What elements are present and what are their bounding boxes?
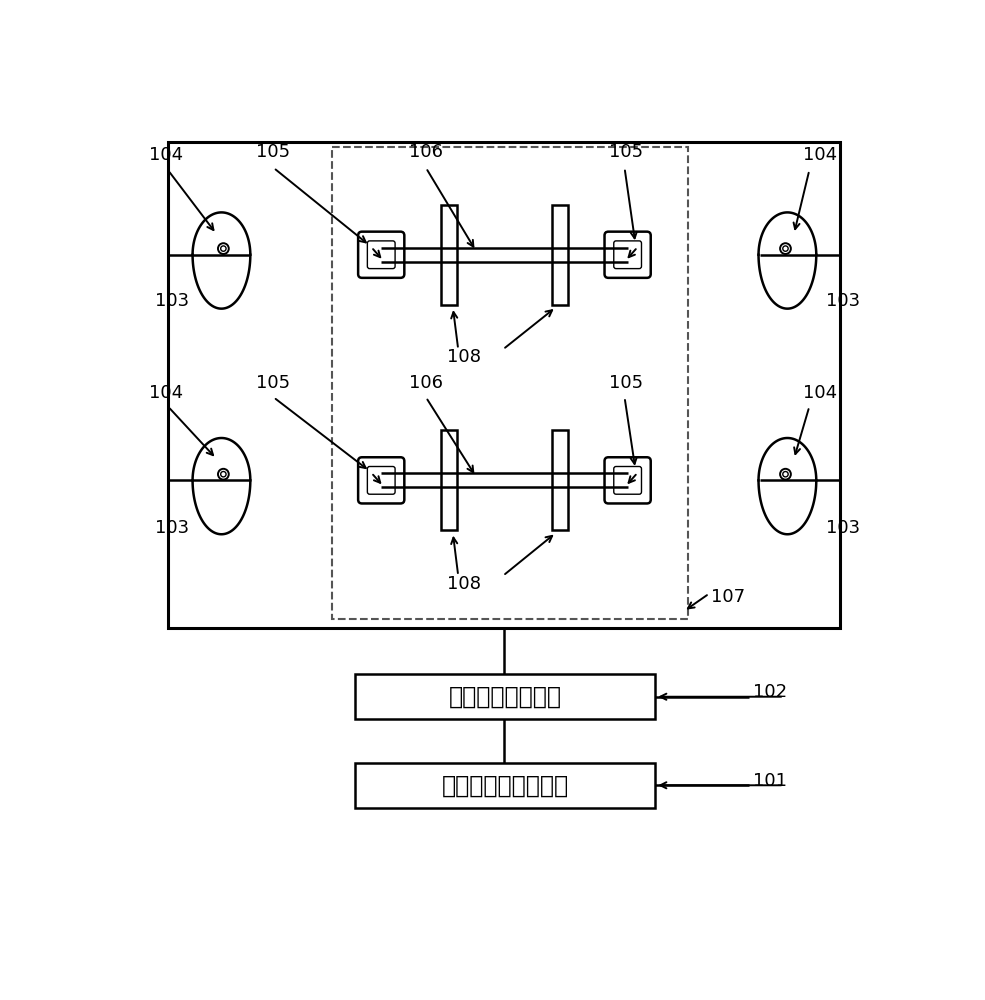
Text: 102: 102 (754, 683, 787, 701)
Text: 麦克风前置放大器: 麦克风前置放大器 (449, 685, 561, 709)
Text: 105: 105 (256, 374, 291, 392)
Text: 105: 105 (609, 143, 643, 161)
Bar (553, 430, 567, 530)
Text: 103: 103 (826, 519, 861, 537)
Text: 103: 103 (826, 292, 861, 310)
Text: 104: 104 (803, 384, 837, 402)
Bar (332, 147, 688, 619)
FancyBboxPatch shape (605, 232, 651, 278)
FancyBboxPatch shape (614, 466, 641, 494)
Text: 轴承声学诊断工作站: 轴承声学诊断工作站 (441, 773, 568, 797)
Text: 104: 104 (149, 146, 183, 164)
FancyBboxPatch shape (367, 466, 395, 494)
Bar (441, 205, 457, 305)
Text: 105: 105 (256, 143, 291, 161)
Text: 107: 107 (711, 588, 745, 606)
Bar (355, 674, 655, 719)
Bar (441, 430, 457, 530)
Text: 105: 105 (609, 374, 643, 392)
Bar (553, 205, 567, 305)
Text: 103: 103 (155, 519, 189, 537)
Bar (167, 142, 840, 628)
Text: 103: 103 (155, 292, 189, 310)
Text: 104: 104 (149, 384, 183, 402)
Text: 101: 101 (754, 772, 787, 790)
Text: 106: 106 (409, 143, 443, 161)
FancyBboxPatch shape (359, 457, 404, 503)
FancyBboxPatch shape (614, 241, 641, 269)
FancyBboxPatch shape (359, 232, 404, 278)
FancyBboxPatch shape (605, 457, 651, 503)
Text: 108: 108 (447, 348, 482, 366)
Text: 108: 108 (447, 575, 482, 593)
Text: 106: 106 (409, 374, 443, 392)
FancyBboxPatch shape (367, 241, 395, 269)
Bar (355, 763, 655, 808)
Text: 104: 104 (803, 146, 837, 164)
